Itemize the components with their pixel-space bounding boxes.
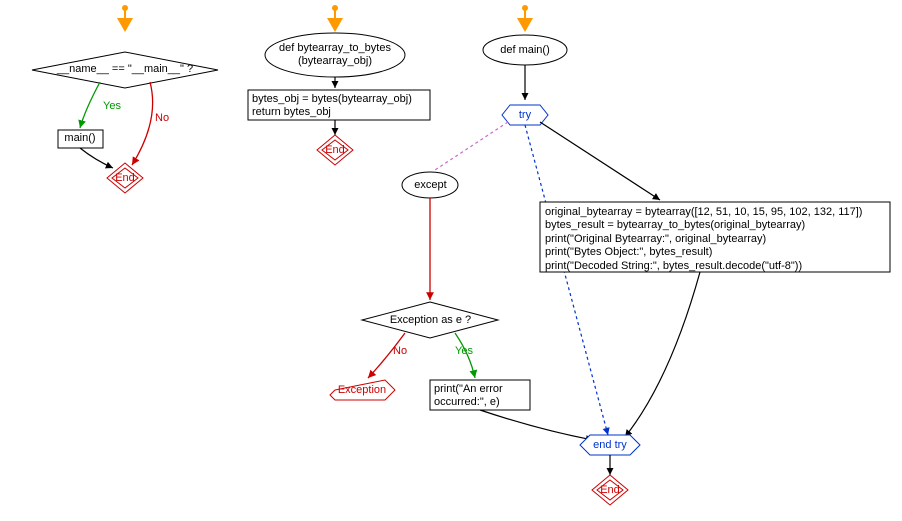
yes1: Yes [103,100,121,112]
no1: No [155,112,169,124]
no2: No [393,345,407,357]
yes2: Yes [455,345,473,357]
flowchart-svg [0,0,902,521]
